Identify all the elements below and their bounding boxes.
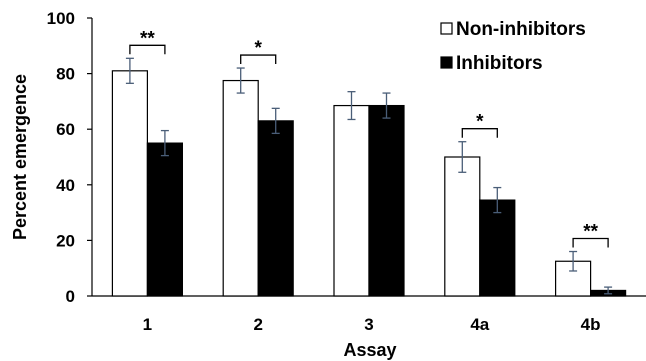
y-tick-label: 100 [47,9,75,28]
legend-swatch-non-inhibitors [440,22,453,35]
y-tick-label: 60 [56,120,75,139]
legend-swatch-inhibitors [440,56,453,69]
bar-non-inhibitors [111,70,149,297]
legend-label-non-inhibitors: Non-inhibitors [456,19,586,40]
bar-inhibitors [368,104,405,297]
x-tick-label: 2 [253,315,262,334]
significance-bracket [572,237,609,248]
bar-non-inhibitors [222,79,259,297]
significance-label: ** [140,28,155,49]
x-tick-label: 4a [470,315,489,334]
y-axis-title: Percent emergence [10,74,30,240]
bar-non-inhibitors [444,156,481,297]
significance-bracket [240,54,277,65]
bar-inhibitors [257,120,294,297]
significance-label: * [254,38,262,59]
y-tick-label: 40 [56,176,75,195]
bars [111,70,627,297]
legend: Non-inhibitors Inhibitors [440,19,586,74]
y-axis: 0 20 40 60 80 100 Percent emergence [10,9,93,306]
bar-inhibitors [146,142,183,297]
y-tick-label: 80 [56,65,75,84]
error-bars [125,57,613,295]
y-ticks: 0 20 40 60 80 100 [47,9,92,306]
x-ticks: 1 2 3 4a 4b [143,315,601,334]
bar-inhibitors [479,199,516,297]
y-tick-label: 0 [66,287,75,306]
significance-markers: ** **** [129,28,609,248]
bar-non-inhibitors [333,104,370,297]
x-axis-title: Assay [343,340,396,360]
y-tick-label: 20 [56,231,75,250]
legend-label-inhibitors: Inhibitors [456,53,543,74]
significance-bracket [129,44,166,55]
x-tick-label: 4b [581,315,601,334]
significance-label: * [476,112,484,133]
significance-label: ** [583,222,598,243]
x-tick-label: 1 [143,315,152,334]
x-tick-label: 3 [364,315,373,334]
significance-bracket [461,128,498,138]
x-axis: 1 2 3 4a 4b Assay [92,295,646,360]
